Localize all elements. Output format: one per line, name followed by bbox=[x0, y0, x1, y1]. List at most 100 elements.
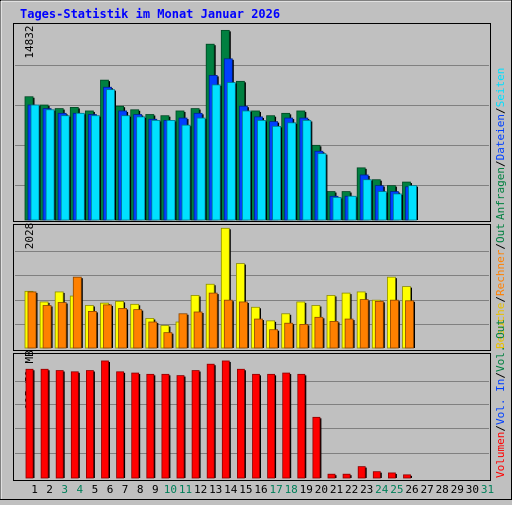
volume-bar-volumen-day-23 bbox=[357, 466, 366, 479]
volume-bar-volumen-day-25 bbox=[387, 472, 396, 479]
visits-bar-rechner-day-4 bbox=[72, 276, 82, 349]
visits-bar-rechner-day-21 bbox=[329, 321, 339, 349]
volume-bar-volumen-day-6 bbox=[101, 360, 109, 479]
visits-bar-rechner-day-18 bbox=[284, 322, 294, 349]
day-label-8: 8 bbox=[137, 483, 144, 496]
day-label-18: 18 bbox=[285, 483, 298, 496]
visits-bar-rechner-day-22 bbox=[344, 318, 354, 349]
visits-bar-rechner-day-25 bbox=[389, 299, 399, 349]
day-label-24: 24 bbox=[375, 483, 389, 496]
visits-bar-rechner-day-2 bbox=[42, 305, 52, 349]
day-label-5: 5 bbox=[92, 483, 99, 496]
day-label-17: 17 bbox=[269, 483, 282, 496]
volume-bar-volumen-day-8 bbox=[131, 372, 140, 479]
volume-bar-volumen-day-4 bbox=[70, 371, 79, 479]
day-label-4: 4 bbox=[76, 483, 83, 496]
legend-entry: / bbox=[494, 372, 507, 379]
volume-bar-volumen-day-5 bbox=[86, 370, 94, 479]
requests-bar-seiten-day-13 bbox=[211, 84, 221, 221]
day-label-11: 11 bbox=[179, 483, 192, 496]
day-labels: 1 2 3 4 5 6 7 8 9 10 11 12 13 14 15 16 17 18 19 20 21 22 23 24 2… bbox=[31, 483, 494, 496]
volume-bar-volumen-day-22 bbox=[342, 473, 351, 479]
requests-bar-seiten-day-18 bbox=[287, 122, 297, 221]
visits-bar-rechner-day-20 bbox=[314, 316, 324, 349]
legend-entry: / bbox=[494, 296, 507, 303]
legend-middle: Besuche/Rechner/Out bbox=[494, 223, 507, 349]
volume-bar-volumen-day-24 bbox=[372, 471, 381, 479]
day-label-27: 27 bbox=[420, 483, 433, 496]
requests-bar-seiten-day-2 bbox=[45, 109, 55, 221]
right-legend: Anfragen/Dateien/SeitenBesuche/Rechner/O… bbox=[494, 68, 507, 478]
day-label-29: 29 bbox=[451, 483, 464, 496]
day-label-3: 3 bbox=[61, 483, 68, 496]
visits-bar-rechner-day-15 bbox=[238, 301, 248, 349]
volume-bar-volumen-day-9 bbox=[146, 373, 155, 479]
day-label-25: 25 bbox=[390, 483, 403, 496]
visits-bar-rechner-day-9 bbox=[148, 321, 158, 349]
requests-bar-seiten-day-4 bbox=[75, 112, 85, 221]
bars bbox=[24, 29, 418, 479]
requests-bar-seiten-day-7 bbox=[121, 115, 130, 221]
requests-bar-seiten-day-11 bbox=[181, 124, 191, 221]
visits-bar-rechner-day-24 bbox=[374, 300, 384, 349]
day-label-1: 1 bbox=[31, 483, 38, 496]
visits-bar-rechner-day-19 bbox=[299, 323, 309, 349]
requests-bar-seiten-day-23 bbox=[362, 179, 372, 221]
day-label-12: 12 bbox=[194, 483, 207, 496]
requests-bar-seiten-day-15 bbox=[241, 110, 251, 221]
requests-bar-seiten-day-19 bbox=[302, 120, 312, 221]
volume-bar-volumen-day-18 bbox=[282, 372, 291, 479]
visits-bar-rechner-day-10 bbox=[163, 332, 173, 349]
requests-bar-seiten-day-6 bbox=[106, 89, 115, 221]
legend-entry: / bbox=[494, 107, 507, 114]
visits-bar-rechner-day-1 bbox=[27, 291, 37, 349]
day-label-13: 13 bbox=[209, 483, 222, 496]
day-label-14: 14 bbox=[224, 483, 238, 496]
visits-max-label: 2028 bbox=[23, 223, 36, 250]
volume-bar-volumen-day-20 bbox=[312, 416, 321, 479]
requests-bar-seiten-day-9 bbox=[151, 120, 161, 221]
volume-bar-volumen-day-7 bbox=[116, 371, 124, 479]
volume-bar-volumen-day-17 bbox=[267, 373, 276, 479]
day-label-21: 21 bbox=[330, 483, 343, 496]
requests-bar-seiten-day-10 bbox=[166, 120, 176, 221]
volume-bar-volumen-day-1 bbox=[25, 368, 34, 479]
visits-bar-rechner-day-13 bbox=[208, 292, 218, 349]
volume-bar-volumen-day-19 bbox=[297, 373, 306, 479]
legend-entry: Vol. In bbox=[494, 379, 507, 425]
legend-entry: Anfragen bbox=[494, 167, 507, 220]
legend-entry: Dateien bbox=[494, 114, 507, 160]
requests-bar-seiten-day-16 bbox=[257, 120, 266, 221]
day-label-19: 19 bbox=[300, 483, 313, 496]
visits-bar-rechner-day-14 bbox=[223, 299, 233, 349]
volume-bar-volumen-day-14 bbox=[221, 360, 230, 479]
visits-bar-rechner-day-12 bbox=[193, 311, 203, 349]
legend-entry: Rechner bbox=[494, 249, 507, 296]
requests-bar-seiten-day-26 bbox=[408, 185, 417, 221]
requests-max-label: 14832 bbox=[23, 25, 36, 58]
day-label-28: 28 bbox=[436, 483, 449, 496]
day-label-20: 20 bbox=[315, 483, 328, 496]
visits-bar-rechner-day-26 bbox=[405, 300, 414, 349]
day-label-9: 9 bbox=[152, 483, 159, 496]
requests-bar-seiten-day-3 bbox=[60, 115, 70, 221]
requests-bar-seiten-day-22 bbox=[347, 195, 357, 221]
requests-bar-seiten-day-24 bbox=[377, 191, 387, 221]
legend-top: Anfragen/Dateien/Seiten bbox=[494, 68, 507, 220]
day-label-10: 10 bbox=[164, 483, 177, 496]
volume-bar-volumen-day-15 bbox=[236, 368, 245, 479]
day-label-30: 30 bbox=[466, 483, 479, 496]
volume-bar-volumen-day-11 bbox=[176, 375, 185, 479]
requests-bar-seiten-day-17 bbox=[272, 125, 282, 221]
day-label-31: 31 bbox=[481, 483, 494, 496]
legend-entry: Besuche bbox=[494, 303, 507, 349]
day-label-7: 7 bbox=[122, 483, 129, 496]
visits-bar-rechner-day-11 bbox=[178, 313, 188, 349]
visits-bar-rechner-day-3 bbox=[57, 302, 67, 349]
volume-bar-volumen-day-3 bbox=[55, 370, 64, 479]
legend-entry: Vol. Out bbox=[494, 319, 507, 372]
visits-bar-rechner-day-5 bbox=[88, 311, 97, 349]
legend-entry: Volumen bbox=[494, 432, 507, 478]
visits-bar-rechner-day-17 bbox=[269, 329, 279, 349]
visits-bar-rechner-day-6 bbox=[103, 304, 112, 349]
